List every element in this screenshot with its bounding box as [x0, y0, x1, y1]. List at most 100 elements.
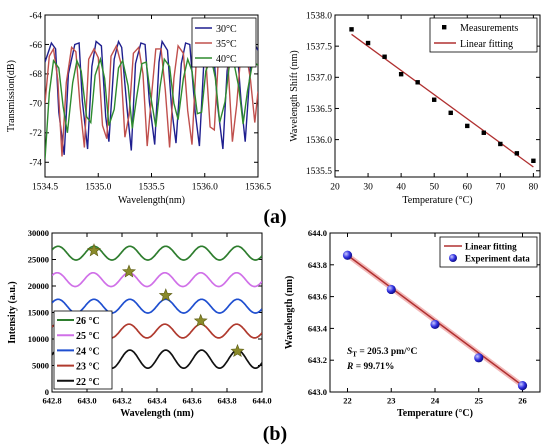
x-tick-label: 1535.5 — [138, 183, 164, 193]
legend-label: 30°C — [216, 24, 237, 35]
annotation-sym: R — [346, 362, 353, 372]
y-tick-label: -68 — [29, 70, 42, 80]
legend-label: 25 °C — [76, 331, 100, 342]
y-tick-label: -66 — [29, 41, 42, 51]
y-axis-label: Intensity (a.u.) — [7, 281, 18, 344]
data-point — [474, 353, 484, 363]
x-tick-label: 642.8 — [42, 396, 61, 406]
y-tick-label: 643.4 — [308, 323, 328, 333]
y-axis-label: Wavelength Shift (nm) — [289, 50, 300, 141]
peak-star-marker — [158, 288, 173, 302]
data-point — [349, 27, 354, 32]
y-tick-label: 15000 — [28, 307, 49, 317]
y-tick-label: 643.8 — [308, 260, 327, 270]
x-tick-label: 60 — [463, 183, 473, 193]
legend-label: 26 °C — [76, 316, 100, 327]
x-axis-label: Temperature (°C) — [397, 408, 473, 419]
legend-box — [439, 236, 538, 268]
y-tick-label: 1535.5 — [306, 167, 332, 177]
annotation-r: R = 99.71% — [346, 362, 394, 372]
x-tick-label: 70 — [496, 183, 506, 193]
x-tick-label: 1534.5 — [32, 183, 58, 193]
series-line-0 — [45, 39, 258, 155]
peak-star-marker — [87, 243, 101, 257]
fit-line — [351, 33, 534, 168]
legend-swatch — [449, 254, 457, 262]
x-tick-label: 644.0 — [252, 396, 271, 406]
annotation-sensitivity: ST = 205.3 pm/°C — [347, 346, 418, 359]
y-tick-label: -74 — [29, 159, 42, 169]
y-tick-label: 10000 — [28, 334, 49, 344]
x-tick-label: 22 — [343, 396, 352, 406]
y-tick-label: 643.6 — [308, 292, 327, 302]
x-tick-label: 50 — [429, 183, 439, 193]
y-tick-label: 1536.0 — [306, 136, 332, 146]
data-point — [365, 40, 371, 46]
y-tick-label: 644.0 — [308, 228, 327, 238]
data-point — [448, 110, 453, 116]
x-tick-label: 643.6 — [182, 396, 201, 406]
x-tick-label: 1536.5 — [245, 183, 271, 193]
data-point — [514, 151, 520, 156]
chart-a1-transmission: 1534.5 1535.0 1535.5 1536.0 1536.5 -64 -66 -68 -… — [6, 11, 271, 206]
legend-label: Linear fitting — [465, 242, 517, 252]
legend-label: 23 °C — [76, 362, 100, 373]
series-line-0 — [52, 245, 262, 261]
legend-swatch — [442, 25, 447, 30]
y-tick-label: 643.0 — [308, 387, 327, 397]
annotation-value: = 99.71% — [353, 362, 394, 372]
peak-star-marker — [193, 313, 208, 327]
data-point — [430, 319, 440, 330]
y-tick-label: 1538.0 — [306, 11, 332, 21]
x-tick-label: 643.2 — [112, 396, 131, 406]
x-axis-label: Temperature (°C) — [402, 195, 472, 206]
legend-label: 35°C — [216, 39, 237, 50]
x-tick-label: 40 — [396, 183, 406, 193]
x-tick-label: 26 — [518, 396, 527, 406]
y-tick-label: 5000 — [32, 360, 49, 370]
x-tick-label: 24 — [431, 396, 440, 406]
data-point — [498, 141, 503, 147]
x-tick-label: 30 — [363, 183, 373, 193]
annotation-value: = 205.3 pm/°C — [357, 346, 418, 357]
data-point — [342, 250, 353, 260]
x-tick-label: 643.4 — [147, 396, 167, 406]
legend-label: 22 °C — [76, 377, 100, 388]
chart-b2-wavelength: 22 23 24 25 26 643.0 643.2 643.4 643.6 643.8 644.0… — [284, 228, 541, 419]
y-axis-label: Transmission(dB) — [6, 60, 17, 132]
x-tick-label: 643.0 — [77, 396, 96, 406]
data-point — [465, 123, 470, 129]
data-point — [398, 71, 404, 77]
y-tick-label: 30000 — [28, 228, 49, 238]
y-tick-label: 1537.5 — [306, 42, 332, 52]
data-point — [431, 97, 437, 102]
peak-star-marker — [230, 343, 245, 358]
legend-label: Linear fitting — [460, 39, 513, 50]
y-tick-label: 1536.5 — [306, 105, 332, 115]
x-axis-label: Wavelength(nm) — [118, 195, 185, 206]
data-point — [531, 158, 536, 163]
x-tick-label: 23 — [387, 396, 396, 406]
x-tick-label: 1536.0 — [192, 183, 218, 193]
y-tick-label: 643.2 — [308, 355, 327, 365]
y-tick-label: -72 — [29, 129, 42, 139]
x-axis-label: Wavelength (nm) — [120, 408, 194, 419]
panel-label-b: (b) — [263, 423, 287, 445]
annotation-sub: T — [352, 351, 357, 359]
y-axis-label: Wavelength (nm) — [284, 276, 295, 350]
peak-star-marker — [122, 264, 136, 278]
x-tick-label: 643.8 — [217, 396, 236, 406]
series-line-2 — [45, 55, 258, 160]
legend-label: 40°C — [216, 54, 237, 65]
x-tick-label: 25 — [475, 396, 484, 406]
series-line-2 — [52, 298, 262, 314]
data-point — [517, 381, 528, 391]
annotation-sym: S — [347, 347, 352, 357]
chart-a2-wavelength-shift: 20 30 40 50 60 70 80 1538.0 1537.5 1537.0 1536.5 15… — [289, 11, 541, 206]
chart-b1-intensity: 642.8 643.0 643.2 643.4 643.6 643.8 644.0 0 5000… — [7, 228, 272, 419]
y-tick-label: 0 — [45, 387, 49, 397]
y-tick-label: -64 — [29, 11, 42, 21]
y-tick-label: 25000 — [28, 254, 49, 264]
data-point — [382, 54, 387, 59]
y-tick-label: -70 — [29, 100, 42, 110]
